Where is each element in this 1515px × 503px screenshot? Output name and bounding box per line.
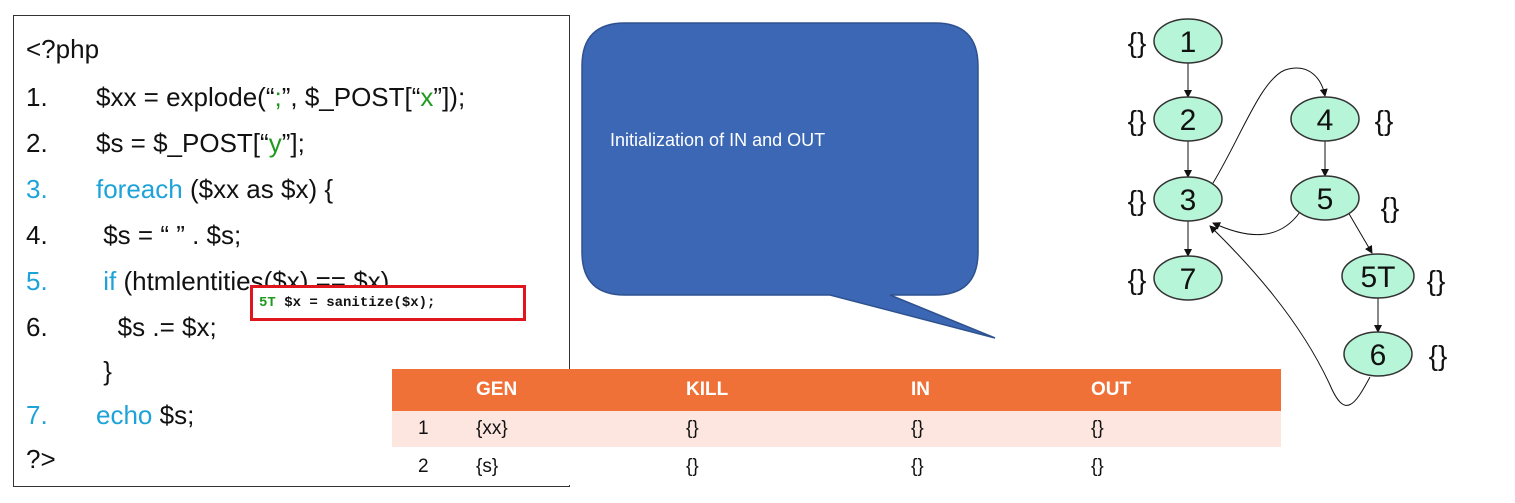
patch-id: 5T xyxy=(259,295,276,311)
node-5T-label: 5T xyxy=(1360,261,1395,294)
node-6-set: {} xyxy=(1429,340,1448,371)
header-gen: GEN xyxy=(466,369,676,411)
node-4-set: {} xyxy=(1375,105,1394,136)
node-1: 1 {} xyxy=(1128,18,1223,64)
node-3-label: 3 xyxy=(1180,184,1197,217)
node-5T-set: {} xyxy=(1427,265,1446,296)
node-3-set: {} xyxy=(1128,185,1147,216)
cell-out: {} xyxy=(1081,448,1281,485)
table-header-row: GEN KILL IN OUT xyxy=(392,369,1281,411)
node-1-set: {} xyxy=(1128,27,1147,58)
node-5-set: {} xyxy=(1381,192,1400,223)
patch-statement-box: 5T $x = sanitize($x); xyxy=(250,285,526,321)
table-row: 1 {xx} {} {} {} xyxy=(392,411,1281,449)
cell-out: {} xyxy=(1081,411,1281,449)
row-index: 1 xyxy=(392,411,466,449)
node-4-label: 4 xyxy=(1317,104,1334,137)
node-7: 7 {} xyxy=(1128,255,1223,301)
header-in: IN xyxy=(901,369,1081,411)
row-index: 2 xyxy=(392,448,466,485)
code-line-2: 2. $s = $_POST[“y”]; xyxy=(26,128,305,158)
php-open-tag: <?php xyxy=(26,34,100,64)
node-5: 5 {} xyxy=(1290,175,1400,223)
node-2-label: 2 xyxy=(1180,104,1197,137)
header-kill: KILL xyxy=(676,369,901,411)
edge-6-3 xyxy=(1209,225,1371,406)
patch-code: $x = sanitize($x); xyxy=(275,295,436,311)
code-line-1: 1. $xx = explode(“;”, $_POST[“x”]); xyxy=(26,82,466,112)
dataflow-table: GEN KILL IN OUT 1 {xx} {} {} {} 2 {s} {}… xyxy=(392,369,1281,485)
edge-5-5T xyxy=(1347,211,1373,254)
code-line-7: 7. echo $s; xyxy=(26,400,195,430)
node-6: 6 {} xyxy=(1343,331,1448,377)
node-2: 2 {} xyxy=(1128,96,1223,142)
cell-kill: {} xyxy=(676,448,901,485)
graph-edges xyxy=(1184,63,1382,406)
code-line-3: 3. foreach ($xx as $x) { xyxy=(26,174,334,204)
code-line-6: 6. $s .= $x; xyxy=(26,312,217,342)
node-7-set: {} xyxy=(1128,264,1147,295)
cell-kill: {} xyxy=(676,411,901,449)
node-2-set: {} xyxy=(1128,105,1147,136)
header-out: OUT xyxy=(1081,369,1281,411)
table-row: 2 {s} {} {} {} xyxy=(392,448,1281,485)
code-line-close-brace: } xyxy=(96,356,112,386)
node-1-label: 1 xyxy=(1180,26,1197,59)
callout-text: Initialization of IN and OUT xyxy=(610,130,826,150)
code-line-4: 4. $s = “ ” . $s; xyxy=(26,220,242,250)
node-5T: 5T {} xyxy=(1341,253,1446,299)
node-4: 4 {} xyxy=(1290,96,1394,142)
php-close-tag: ?> xyxy=(26,444,56,474)
node-6-label: 6 xyxy=(1370,339,1387,372)
cell-gen: {s} xyxy=(466,448,676,485)
node-3: 3 {} xyxy=(1128,176,1223,222)
edge-5-3 xyxy=(1212,211,1301,236)
cell-in: {} xyxy=(901,411,1081,449)
edge-3-4 xyxy=(1209,67,1328,189)
node-5-label: 5 xyxy=(1317,183,1334,216)
header-index xyxy=(392,369,466,411)
node-7-label: 7 xyxy=(1180,263,1197,296)
cell-in: {} xyxy=(901,448,1081,485)
cell-gen: {xx} xyxy=(466,411,676,449)
